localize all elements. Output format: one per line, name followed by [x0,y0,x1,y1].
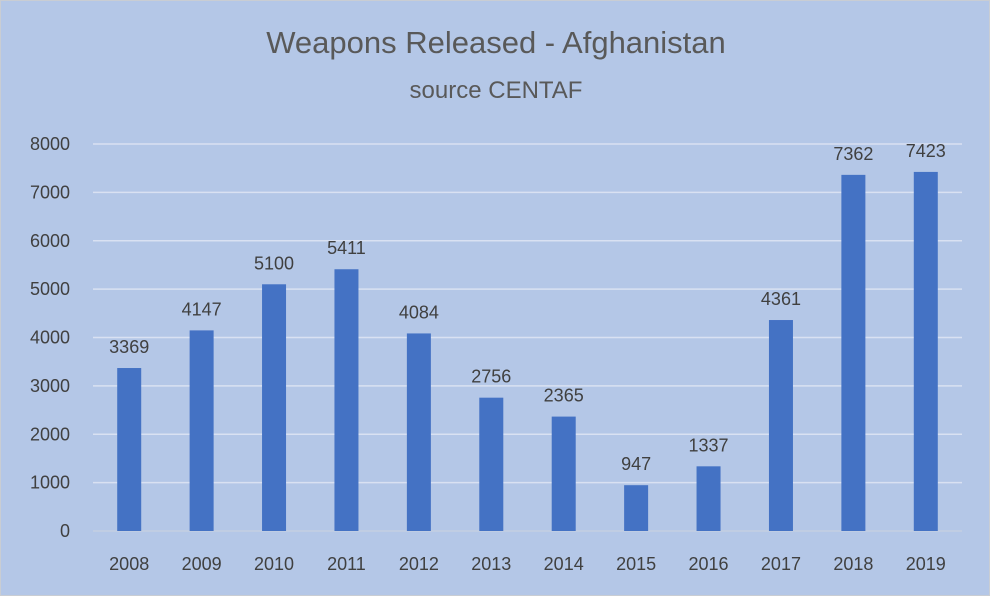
data-label: 1337 [689,435,729,455]
y-tick-label: 8000 [30,134,70,154]
y-tick-label: 2000 [30,424,70,444]
x-tick-label: 2010 [254,554,294,574]
x-tick-label: 2009 [182,554,222,574]
data-label: 2365 [544,386,584,406]
bar [334,269,359,531]
x-tick-label: 2015 [616,554,656,574]
data-label: 3369 [109,337,149,357]
y-tick-label: 7000 [30,182,70,202]
x-tick-label: 2013 [471,554,511,574]
y-tick-label: 1000 [30,473,70,493]
data-label: 7423 [906,141,946,161]
x-tick-label: 2008 [109,554,149,574]
bar [479,397,504,531]
x-tick-label: 2017 [761,554,801,574]
x-tick-label: 2011 [327,554,366,574]
x-tick-label: 2012 [399,554,439,574]
y-tick-label: 4000 [30,328,70,348]
bar [117,368,142,531]
data-label: 7362 [833,144,873,164]
bar [189,330,214,531]
bar [696,466,721,531]
chart-title: Weapons Released - Afghanistan [266,25,726,60]
x-tick-label: 2014 [544,554,584,574]
chart-subtitle: source CENTAF [409,77,583,104]
bar [551,416,576,531]
data-label: 5411 [327,238,366,258]
x-tick-label: 2018 [833,554,873,574]
data-label: 4361 [761,289,801,309]
data-label: 4084 [399,302,439,322]
bar [841,174,866,531]
data-label: 4147 [182,299,222,319]
y-tick-label: 0 [60,521,70,541]
data-label: 5100 [254,253,294,273]
bar [624,485,649,531]
x-tick-label: 2019 [906,554,946,574]
bar [262,284,287,531]
y-tick-label: 5000 [30,279,70,299]
data-label: 2756 [471,367,511,387]
x-tick-label: 2016 [689,554,729,574]
bar [406,333,431,531]
y-tick-label: 6000 [30,231,70,251]
bar [913,171,938,532]
bar [768,320,793,531]
data-label: 947 [621,454,651,474]
y-tick-label: 3000 [30,376,70,396]
